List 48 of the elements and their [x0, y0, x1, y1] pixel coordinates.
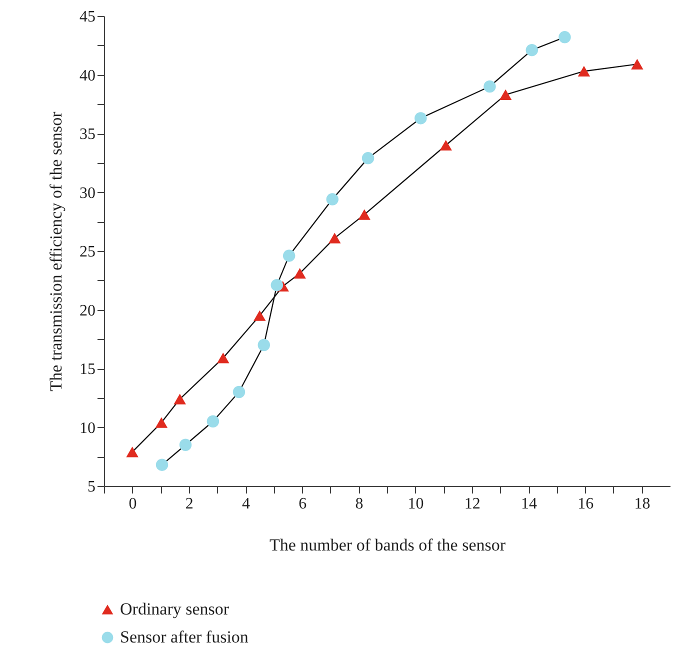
- point: [294, 268, 306, 279]
- x-tick-label: 2: [185, 496, 194, 512]
- point: [362, 152, 374, 164]
- point: [179, 438, 192, 451]
- point: [440, 140, 452, 151]
- x-tick-label: 16: [578, 496, 594, 512]
- legend-label: Ordinary sensor: [120, 600, 230, 618]
- y-axis-title: The transmission efficiency of the sensor: [46, 111, 66, 392]
- y-tick-label: 25: [80, 244, 96, 260]
- point: [217, 352, 230, 364]
- point: [484, 80, 496, 93]
- x-tick-label: 18: [634, 496, 650, 512]
- x-tick-label: 14: [521, 496, 537, 512]
- point: [499, 89, 512, 100]
- point: [578, 66, 590, 77]
- y-tick-label: 45: [80, 8, 96, 26]
- y-tick-label: 40: [80, 67, 96, 84]
- point: [155, 417, 168, 428]
- point: [254, 310, 266, 321]
- point: [414, 112, 427, 124]
- y-tick-label: 5: [88, 478, 96, 496]
- point: [174, 394, 186, 404]
- x-tick-label: 4: [242, 496, 250, 512]
- point: [232, 386, 246, 398]
- point: [156, 458, 168, 471]
- x-tick-label: 6: [298, 496, 307, 512]
- point: [326, 193, 339, 206]
- y-tick-label: 10: [80, 420, 96, 437]
- point: [206, 415, 220, 428]
- point: [358, 209, 370, 220]
- x-tick-label: 12: [464, 496, 480, 512]
- point: [126, 446, 138, 458]
- point: [631, 58, 644, 70]
- x-tick-label: 0: [128, 496, 137, 512]
- point: [526, 44, 538, 56]
- point: [558, 31, 571, 44]
- x-tick-label: 10: [408, 496, 424, 512]
- x-axis-title: The number of bands of the sensor: [269, 536, 506, 554]
- point: [270, 278, 284, 292]
- point: [282, 250, 296, 262]
- point: [328, 232, 341, 244]
- y-tick-label: 30: [80, 184, 96, 202]
- y-tick-label: 15: [80, 361, 96, 378]
- y-tick-label: 35: [80, 126, 96, 143]
- legend-label: Sensor after fusion: [120, 628, 249, 646]
- y-tick-label: 20: [80, 302, 96, 320]
- x-tick-label: 8: [355, 496, 364, 512]
- point: [258, 338, 270, 352]
